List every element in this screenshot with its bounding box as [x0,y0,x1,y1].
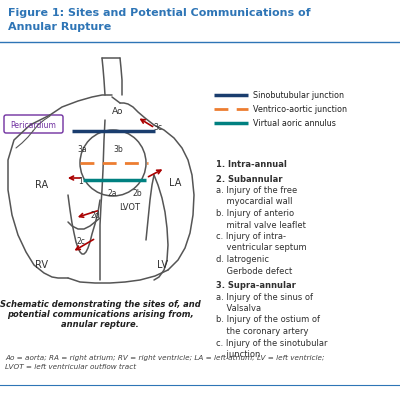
Text: c. Injury of the sinotubular: c. Injury of the sinotubular [216,338,328,348]
Text: a. Injury of the free: a. Injury of the free [216,186,297,195]
Text: 1: 1 [79,176,83,186]
Text: d. Iatrogenic: d. Iatrogenic [216,255,269,264]
Text: 3c: 3c [154,124,162,132]
Text: RA: RA [36,180,48,190]
Text: 1. Intra-annual: 1. Intra-annual [216,160,287,169]
Text: Gerbode defect: Gerbode defect [216,266,292,276]
Text: LV: LV [158,260,168,270]
Text: Schematic demonstrating the sites of, and: Schematic demonstrating the sites of, an… [0,300,200,309]
Text: Valsalva: Valsalva [216,304,261,313]
Text: annular repture.: annular repture. [61,320,139,329]
Text: 3a: 3a [77,146,87,154]
Text: 2c: 2c [76,238,86,246]
Text: ventricular septum: ventricular septum [216,244,307,252]
Text: Ao: Ao [112,108,124,116]
Text: Virtual aoric annulus: Virtual aoric annulus [253,118,336,128]
Text: 3b: 3b [113,146,123,154]
Text: Ventrico-aortic junction: Ventrico-aortic junction [253,104,347,114]
Text: myocardial wall: myocardial wall [216,198,292,206]
Text: 3. Supra-annular: 3. Supra-annular [216,281,296,290]
Text: LVOT: LVOT [120,204,140,212]
Text: LA: LA [169,178,181,188]
Text: 2. Subannular: 2. Subannular [216,174,282,184]
Text: the coronary artery: the coronary artery [216,327,308,336]
Text: RV: RV [36,260,48,270]
Text: 2a: 2a [107,188,117,198]
Text: b. Injury of the ostium of: b. Injury of the ostium of [216,316,320,324]
Text: Ao = aorta; RA = right atrium; RV = right ventricle; LA = left atrium; LV = left: Ao = aorta; RA = right atrium; RV = righ… [5,355,324,370]
FancyBboxPatch shape [4,115,63,133]
Text: Annular Rupture: Annular Rupture [8,22,111,32]
Text: mitral valve leaflet: mitral valve leaflet [216,220,306,230]
Text: potential communications arising from,: potential communications arising from, [7,310,193,319]
Text: 2d: 2d [90,212,100,220]
Text: Pericardium: Pericardium [10,120,56,130]
Text: 2b: 2b [132,188,142,198]
Text: junction: junction [216,350,260,359]
Text: b. Injury of anterio: b. Injury of anterio [216,209,294,218]
Text: Figure 1: Sites and Potential Communications of: Figure 1: Sites and Potential Communicat… [8,8,311,18]
Text: a. Injury of the sinus of: a. Injury of the sinus of [216,292,313,302]
Text: Sinobutubular junction: Sinobutubular junction [253,90,344,100]
Text: c. Injury of intra-: c. Injury of intra- [216,232,286,241]
